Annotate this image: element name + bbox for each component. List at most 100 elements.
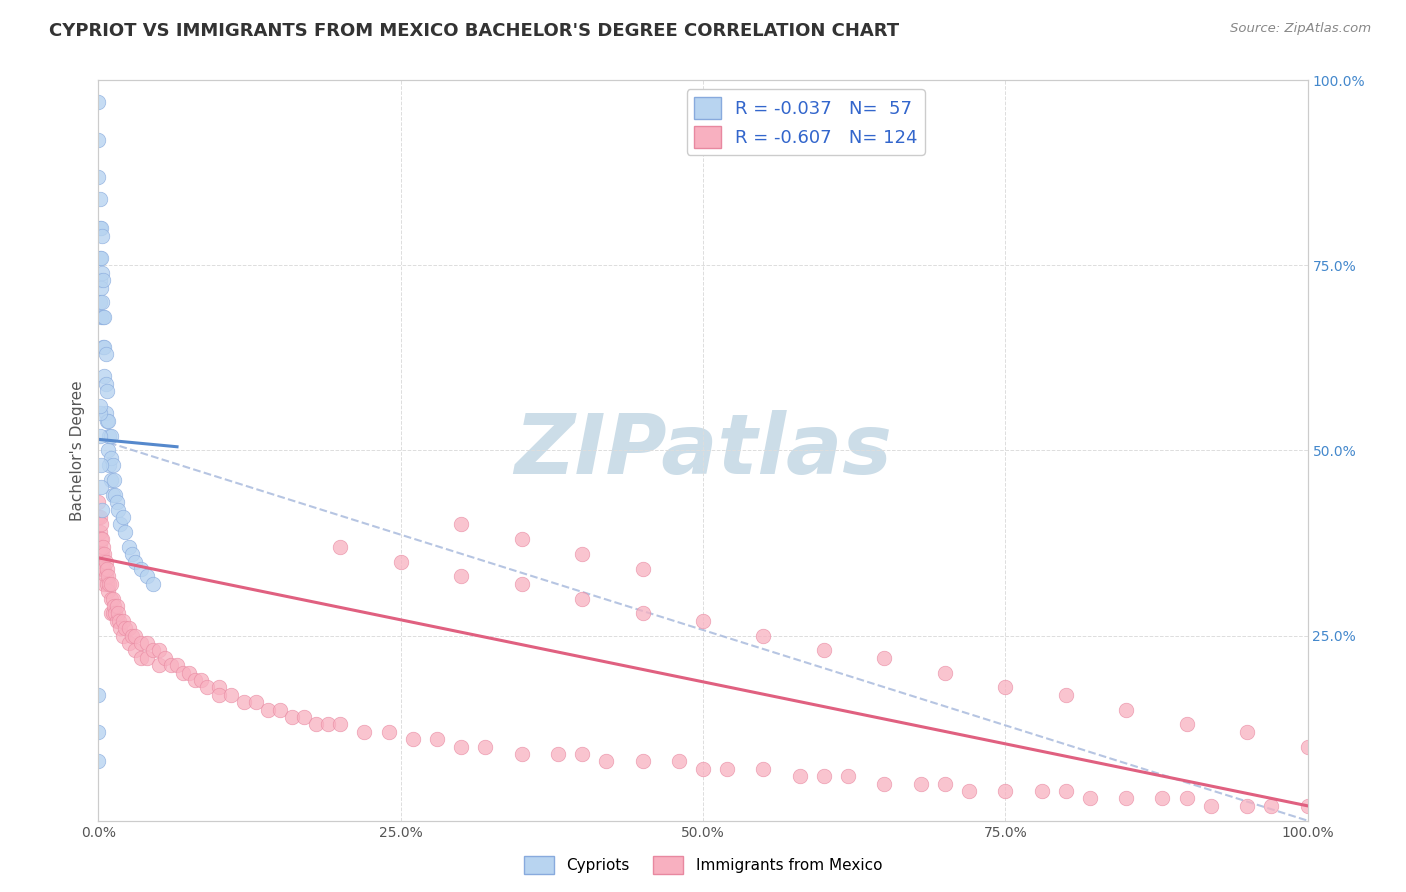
Point [994, 784, 1017, 798]
Point [93, 547, 115, 561]
Point [91, 547, 114, 561]
Point [89, 399, 111, 413]
Point [100, 607, 122, 621]
Legend: Cypriots, Immigrants from Mexico: Cypriots, Immigrants from Mexico [517, 850, 889, 880]
Point [305, 717, 328, 731]
Point [1152, 791, 1174, 805]
Point [87, 495, 110, 509]
Point [90, 547, 112, 561]
Point [510, 576, 533, 591]
Point [329, 540, 352, 554]
Point [118, 636, 141, 650]
Point [571, 547, 593, 561]
Point [232, 695, 254, 709]
Point [91, 228, 114, 243]
Point [934, 665, 956, 680]
Point [148, 643, 170, 657]
Point [1199, 798, 1222, 813]
Point [1236, 798, 1258, 813]
Point [101, 458, 124, 473]
Point [190, 673, 212, 687]
Point [89, 540, 111, 554]
Point [121, 628, 143, 642]
Point [631, 562, 654, 576]
Point [1296, 739, 1319, 754]
Point [108, 621, 131, 635]
Point [100, 428, 122, 442]
Point [105, 599, 128, 613]
Point [87, 169, 110, 184]
Point [97, 569, 120, 583]
Point [114, 524, 136, 539]
Point [89, 273, 111, 287]
Point [389, 555, 412, 569]
Point [547, 747, 569, 761]
Point [103, 473, 125, 487]
Point [166, 658, 188, 673]
Point [129, 636, 152, 650]
Point [510, 747, 533, 761]
Point [98, 458, 121, 473]
Point [89, 407, 111, 421]
Point [105, 614, 128, 628]
Point [1260, 798, 1282, 813]
Y-axis label: Bachelor's Degree: Bachelor's Degree [70, 380, 86, 521]
Point [129, 562, 152, 576]
Point [179, 665, 201, 680]
Point [402, 732, 425, 747]
Point [96, 562, 118, 576]
Point [631, 755, 654, 769]
Point [1236, 724, 1258, 739]
Point [93, 310, 115, 325]
Point [668, 755, 690, 769]
Point [752, 762, 775, 776]
Point [94, 376, 117, 391]
Point [91, 310, 114, 325]
Point [269, 703, 291, 717]
Point [91, 273, 114, 287]
Point [450, 569, 472, 583]
Point [316, 717, 339, 731]
Point [93, 369, 115, 384]
Point [1175, 791, 1198, 805]
Point [91, 562, 114, 576]
Point [124, 555, 146, 569]
Point [1031, 784, 1053, 798]
Point [87, 510, 110, 524]
Point [135, 636, 157, 650]
Text: Source: ZipAtlas.com: Source: ZipAtlas.com [1230, 22, 1371, 36]
Point [90, 310, 112, 325]
Point [631, 607, 654, 621]
Point [87, 132, 110, 146]
Point [103, 599, 125, 613]
Point [90, 533, 112, 547]
Point [142, 576, 165, 591]
Point [89, 295, 111, 310]
Point [101, 591, 124, 606]
Point [474, 739, 496, 754]
Point [837, 769, 859, 783]
Point [89, 510, 111, 524]
Point [114, 621, 136, 635]
Point [93, 562, 115, 576]
Point [87, 724, 110, 739]
Point [172, 665, 194, 680]
Point [107, 607, 129, 621]
Point [104, 488, 127, 502]
Point [91, 266, 114, 280]
Point [595, 755, 617, 769]
Point [90, 221, 112, 235]
Point [377, 724, 399, 739]
Point [111, 510, 134, 524]
Point [124, 643, 146, 657]
Point [107, 502, 129, 516]
Point [89, 428, 111, 442]
Point [89, 251, 111, 265]
Point [160, 658, 183, 673]
Point [100, 473, 122, 487]
Point [94, 555, 117, 569]
Point [87, 755, 110, 769]
Text: CYPRIOT VS IMMIGRANTS FROM MEXICO BACHELOR'S DEGREE CORRELATION CHART: CYPRIOT VS IMMIGRANTS FROM MEXICO BACHEL… [49, 22, 900, 40]
Point [813, 769, 835, 783]
Point [97, 443, 120, 458]
